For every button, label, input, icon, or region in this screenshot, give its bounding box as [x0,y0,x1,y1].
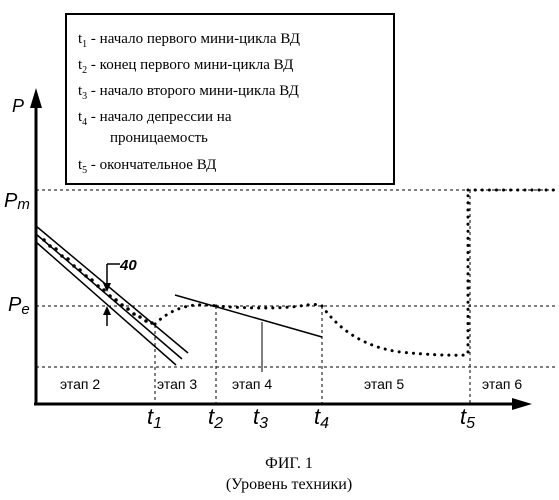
pe-label: Pe [8,294,30,318]
legend-item-4-cont: проницаемость [110,130,208,146]
stage-label-3: этап 3 [157,376,197,392]
stage4-decline-line [175,295,322,337]
decline-data-points [42,238,154,325]
time-label-t3: t3 [253,404,268,432]
decline-line-lower [36,242,176,365]
pm-label: Pm [4,190,30,213]
stage-label-6: этап 6 [482,376,522,392]
time-label-t2: t2 [208,404,223,432]
time-label-t5: t5 [460,404,475,432]
callout-label: 40 [119,257,137,274]
x-axis-arrow [512,398,532,410]
decline-line-upper [36,226,188,353]
stage3-dotted-curve [155,305,216,324]
y-axis-label: P [12,96,24,116]
time-label-t4: t4 [314,404,329,432]
stage-labels: этап 2 этап 3 этап 4 этап 5 этап 6 [60,376,522,392]
stage-label-2: этап 2 [60,376,100,392]
figure-title: ФИГ. 1 [265,455,313,472]
time-labels: t1 t2 t3 t4 t5 [147,404,475,432]
stage-label-4: этап 4 [232,376,272,392]
figure-subtitle: (Уровень техники) [226,476,352,493]
stage-label-5: этап 5 [364,376,404,392]
time-label-t1: t1 [147,404,162,432]
stage5-dotted-curve [322,306,466,355]
y-axis-arrow [30,88,42,108]
